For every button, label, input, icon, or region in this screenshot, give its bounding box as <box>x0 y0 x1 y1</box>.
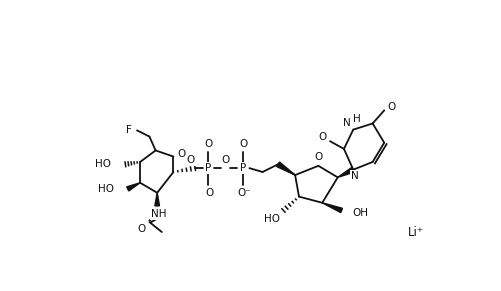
Text: O: O <box>221 155 229 165</box>
Text: F: F <box>126 125 132 135</box>
Text: NH: NH <box>151 209 166 219</box>
Text: P: P <box>240 163 246 173</box>
Text: Li⁺: Li⁺ <box>408 226 424 239</box>
Polygon shape <box>277 162 295 175</box>
Text: O⁻: O⁻ <box>238 188 252 198</box>
Text: HO: HO <box>264 214 280 224</box>
Text: O: O <box>314 152 323 162</box>
Text: N: N <box>351 171 359 181</box>
Text: P: P <box>205 163 211 173</box>
Text: O: O <box>318 132 326 142</box>
Text: N: N <box>343 118 351 128</box>
Text: O: O <box>138 224 146 234</box>
Text: H: H <box>353 114 361 124</box>
Polygon shape <box>155 193 159 206</box>
Text: HO: HO <box>98 184 114 194</box>
Text: OH: OH <box>353 208 368 218</box>
Text: O: O <box>186 155 194 165</box>
Polygon shape <box>127 183 140 191</box>
Text: O: O <box>388 102 396 112</box>
Text: O: O <box>239 139 247 149</box>
Text: O: O <box>177 149 185 159</box>
Polygon shape <box>322 203 343 213</box>
Text: O: O <box>206 188 214 198</box>
Text: HO: HO <box>96 159 111 169</box>
Polygon shape <box>338 167 355 178</box>
Text: O: O <box>204 139 212 149</box>
